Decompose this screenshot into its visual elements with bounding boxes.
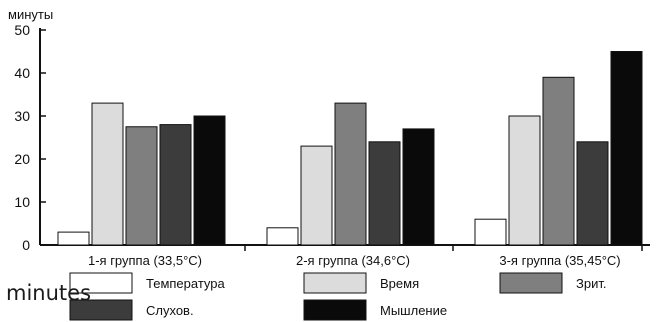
- legend-label: Время: [380, 276, 419, 291]
- y-tick-label: 0: [22, 237, 30, 253]
- legend-swatch: [69, 272, 133, 294]
- y-tick-label: 40: [14, 65, 30, 81]
- bar: [193, 115, 226, 246]
- bar: [508, 115, 541, 246]
- bar: [368, 141, 401, 246]
- y-tick-label: 50: [14, 22, 30, 38]
- bar: [402, 128, 435, 246]
- legend-swatch: [499, 272, 563, 294]
- overlay-caption: minutes: [6, 281, 92, 305]
- y-tick-label: 20: [14, 151, 30, 167]
- bar: [91, 102, 124, 246]
- legend-label: Зрит.: [576, 276, 606, 291]
- chart-bars: [57, 51, 643, 246]
- bar: [576, 141, 609, 246]
- bar: [610, 51, 643, 246]
- y-axis-label: минуты: [8, 7, 53, 22]
- legend-swatch: [303, 299, 367, 321]
- bar: [542, 76, 575, 246]
- bar: [266, 227, 299, 246]
- x-category-label: 3-я группа (35,45°C): [499, 253, 620, 268]
- y-tick-label: 30: [14, 108, 30, 124]
- chart-legend: Температура Время Зрит. Слухов. Мышление: [69, 272, 606, 321]
- legend-swatch: [303, 272, 367, 294]
- bar: [57, 231, 90, 246]
- bar: [125, 126, 158, 246]
- bar: [159, 124, 192, 246]
- x-category-label: 1-я группа (33,5°C): [88, 253, 202, 268]
- bar: [474, 218, 507, 246]
- bar: [300, 145, 333, 246]
- legend-label: Мышление: [380, 303, 447, 318]
- legend-label: Слухов.: [146, 303, 194, 318]
- x-category-label: 2-я группа (34,6°C): [296, 253, 410, 268]
- legend-swatch: [69, 299, 133, 321]
- y-tick-label: 10: [14, 194, 30, 210]
- legend-label: Температура: [146, 276, 226, 291]
- bar: [334, 102, 367, 246]
